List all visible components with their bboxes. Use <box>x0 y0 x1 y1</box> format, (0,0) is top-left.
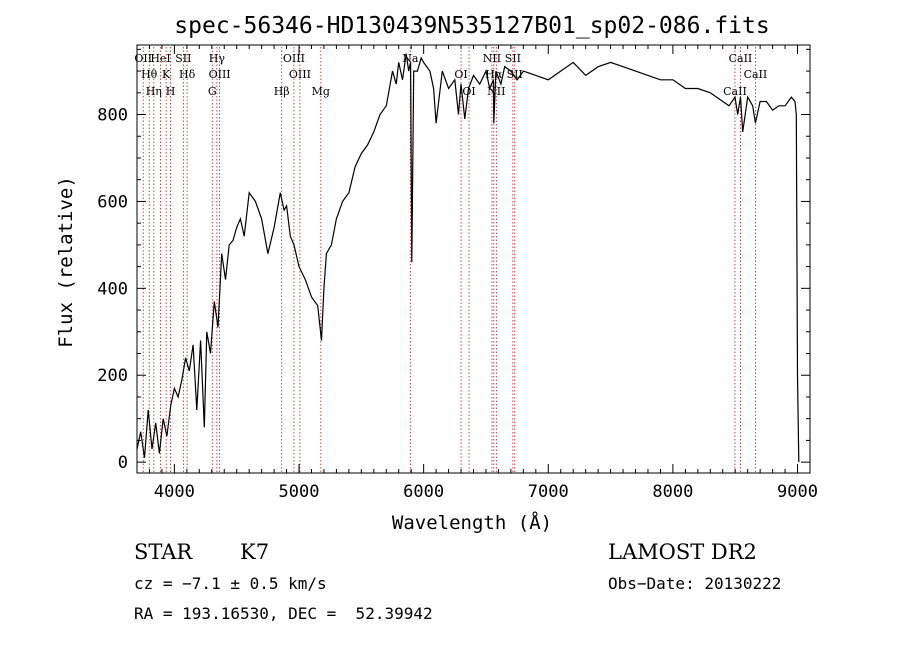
x-tick-label: 8000 <box>652 482 693 502</box>
x-axis-label: Wavelength (Å) <box>392 511 552 534</box>
redshift-text: cz = −7.1 ± 0.5 km/s <box>134 574 327 593</box>
y-axis-label: Flux (relative) <box>55 176 77 348</box>
marker-label: SII <box>175 52 191 65</box>
marker-label: G <box>208 85 217 98</box>
marker-label: HeI <box>150 52 170 65</box>
marker-label: OIII <box>289 68 311 81</box>
y-tick-label: 600 <box>97 192 128 212</box>
marker-label: NII <box>483 52 501 65</box>
x-tick-label: 7000 <box>528 482 569 502</box>
marker-label: Hη <box>146 85 162 98</box>
subclass-label: K7 <box>240 540 269 564</box>
spectral-line-labels: OIIHθHηHeIKHSIIHδGHγOIIIHβOIIIOIIIMgNaOI… <box>134 52 767 98</box>
marker-label: Hθ <box>141 68 158 81</box>
marker-label: Hγ <box>209 52 226 65</box>
spectral-line-markers <box>143 47 755 473</box>
marker-label: SII <box>505 52 521 65</box>
x-tick-label: 4000 <box>154 482 195 502</box>
spectrum-line <box>137 54 799 462</box>
class-label: STAR <box>134 540 192 564</box>
marker-label: Mg <box>312 85 330 98</box>
marker-label: K <box>162 68 171 81</box>
x-tick-label: 6000 <box>403 482 444 502</box>
marker-label: OIII <box>283 52 305 65</box>
chart-title: spec-56346-HD130439N535127B01_sp02-086.f… <box>174 13 769 39</box>
marker-label: CaII <box>723 85 747 98</box>
marker-label: CaII <box>729 52 753 65</box>
plot-frame <box>137 45 810 473</box>
marker-label: OI <box>454 68 467 81</box>
x-tick-label: 5000 <box>279 482 320 502</box>
y-tick-label: 200 <box>97 366 128 386</box>
marker-label: Hβ <box>274 85 290 98</box>
marker-label: OIII <box>209 68 231 81</box>
y-tick-label: 0 <box>118 453 128 473</box>
marker-label: CaII <box>744 68 768 81</box>
obs-date-text: Obs−Date: 20130222 <box>608 574 781 593</box>
y-tick-label: 800 <box>97 106 128 126</box>
y-tick-label: 400 <box>97 279 128 299</box>
coordinates-text: RA = 193.16530, DEC = 52.39942 <box>134 604 433 623</box>
survey-label: LAMOST DR2 <box>608 540 757 564</box>
marker-label: H <box>166 85 176 98</box>
x-axis: 4000 5000 6000 7000 8000 9000 <box>149 45 818 502</box>
x-tick-label: 9000 <box>777 482 818 502</box>
marker-label: Hδ <box>179 68 196 81</box>
